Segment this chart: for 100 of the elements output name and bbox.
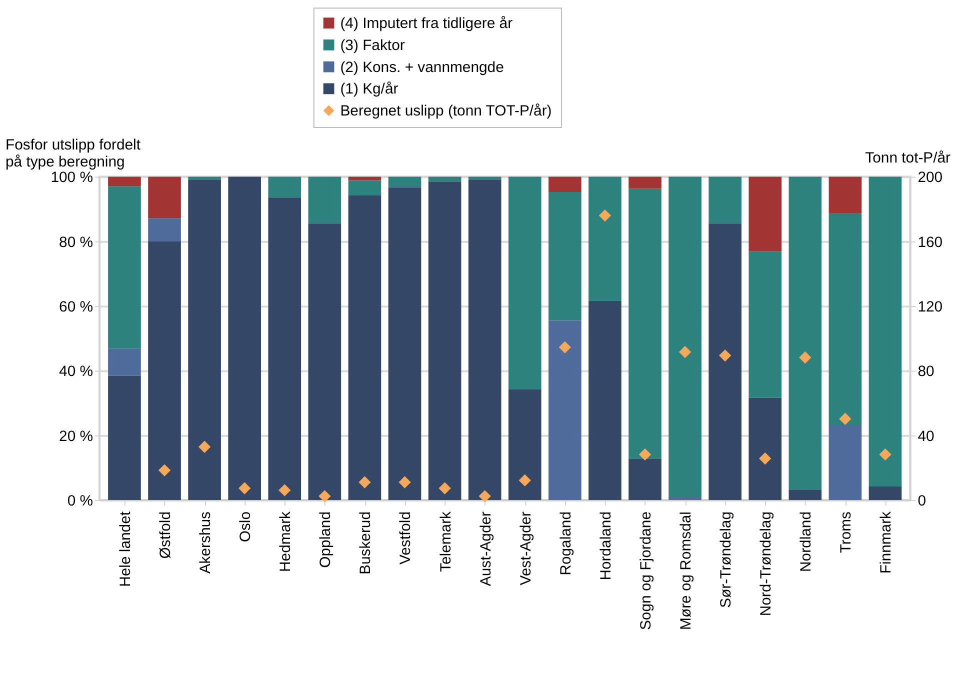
bar [508, 176, 542, 390]
x-tick-label: Møre og Romsdal [678, 511, 695, 630]
legend-label: (1) Kg/år [340, 80, 398, 98]
point [839, 412, 852, 425]
x-tick-label: Sør-Trøndelag [718, 511, 735, 608]
bar [108, 348, 141, 376]
y2-tick-label: 0 [918, 492, 926, 510]
bar [388, 176, 422, 186]
y-tick-label: 80 % [59, 234, 94, 251]
bar [468, 176, 502, 180]
bar [268, 197, 302, 500]
x-tick-label: Aust-Agder [477, 511, 494, 586]
point [558, 341, 572, 354]
point [759, 452, 772, 465]
x-tick-label: Troms [838, 511, 855, 554]
point [358, 476, 371, 488]
bar [188, 176, 221, 180]
x-tick-label: Hele landet [116, 510, 134, 587]
bar [868, 176, 902, 486]
bar [508, 389, 542, 500]
y2-tick-label: 80 [918, 363, 934, 380]
bar [628, 188, 662, 459]
x-tick-label: Sogn og Fjordane [637, 511, 654, 630]
x-tick-label: Vestfold [397, 511, 414, 565]
point [678, 346, 692, 358]
bar [548, 320, 582, 500]
bar [868, 486, 902, 500]
x-tick-label: Østfold [156, 511, 174, 559]
bar [388, 187, 422, 500]
y-tick-label: 40 % [59, 363, 94, 380]
bar [788, 490, 822, 500]
bar [108, 176, 141, 186]
bar [148, 241, 181, 500]
y2-tick-label: 200 [918, 169, 943, 186]
point [278, 484, 291, 496]
y2-tick-label: 120 [918, 298, 943, 316]
bar [588, 176, 622, 301]
bar [348, 180, 382, 196]
x-tick-label: Oppland [317, 511, 334, 568]
x-tick-label: Buskerud [357, 511, 374, 574]
x-tick-label: Nord-Trøndelag [758, 511, 775, 616]
bar [588, 300, 622, 500]
point [438, 482, 451, 494]
bar [108, 186, 141, 348]
bar [828, 214, 862, 426]
bar [308, 176, 342, 224]
bar [428, 182, 462, 500]
bar [748, 176, 782, 252]
bar [548, 192, 582, 320]
bar [828, 425, 862, 500]
y2-tick-label: 40 [918, 428, 934, 445]
legend-label: (4) Imputert fra tidligere år [340, 15, 513, 32]
legend-label: Beregnet uslipp (tonn TOT-P/år) [340, 102, 552, 120]
x-tick-label: Oslo [237, 511, 254, 542]
point [518, 474, 531, 486]
y-tick-label: 100 % [50, 169, 94, 186]
y-tick-label: 60 % [59, 298, 94, 316]
legend-label: (2) Kons. + vannmengde [340, 58, 504, 76]
legend-label: (3) Faktor [340, 36, 405, 54]
bar [628, 176, 662, 188]
y-axis-title: Fosfor utslipp fordelt på type beregning [5, 136, 142, 170]
bar [148, 218, 181, 242]
bar [148, 176, 181, 218]
bar [828, 176, 862, 214]
point [879, 448, 892, 461]
y2-tick-label: 160 [918, 234, 943, 251]
x-tick-label: Nordland [798, 511, 815, 572]
bar [348, 195, 382, 500]
bar [268, 176, 302, 198]
point [158, 464, 171, 476]
x-tick-label: Vest-Agder [517, 511, 534, 586]
bar [668, 176, 702, 498]
point [638, 448, 652, 461]
bar [788, 176, 822, 490]
bar [348, 176, 382, 180]
point [478, 490, 491, 502]
bar [748, 251, 782, 398]
bar [468, 180, 502, 500]
bar [628, 458, 662, 500]
point [598, 209, 612, 222]
bar [228, 176, 262, 500]
point [718, 349, 732, 362]
x-tick-label: Finnmark [878, 510, 895, 574]
x-tick-label: Hedmark [277, 510, 294, 572]
bar [308, 223, 342, 500]
bar [668, 497, 702, 500]
x-tick-label: Rogaland [557, 511, 574, 576]
bar [188, 180, 221, 500]
bar [108, 376, 141, 500]
point [398, 476, 411, 488]
y-tick-label: 20 % [59, 428, 94, 445]
x-tick-label: Akershus [197, 511, 214, 574]
bar [708, 223, 742, 500]
bar [548, 176, 582, 192]
point [799, 351, 812, 364]
x-tick-label: Telemark [437, 510, 454, 572]
y-tick-label: 0 % [67, 492, 94, 510]
y2-axis-title: Tonn tot-P/år [865, 149, 951, 166]
x-tick-label: Hordaland [597, 511, 614, 580]
point [198, 440, 211, 453]
